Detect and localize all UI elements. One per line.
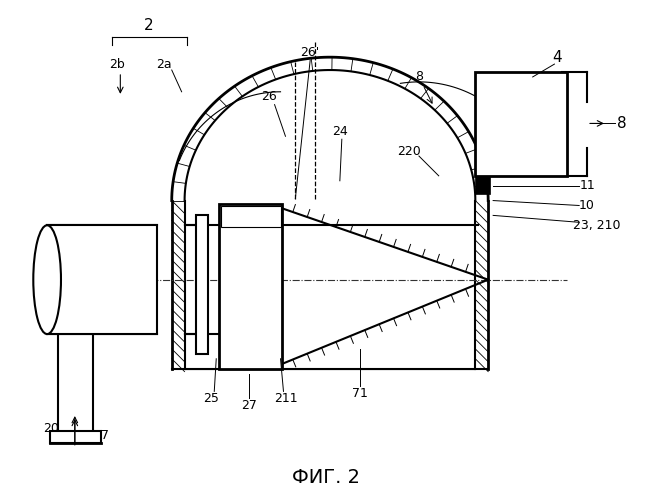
Text: 211: 211 xyxy=(274,392,297,405)
Text: 7: 7 xyxy=(101,430,110,442)
Bar xyxy=(219,204,283,368)
Text: 25: 25 xyxy=(203,392,219,405)
Text: 2: 2 xyxy=(144,18,154,33)
Text: 20: 20 xyxy=(43,422,59,434)
Bar xyxy=(475,72,567,176)
Text: 2b: 2b xyxy=(110,58,125,70)
Bar xyxy=(475,176,490,194)
Text: 23, 210: 23, 210 xyxy=(573,219,621,232)
Text: 10: 10 xyxy=(579,199,595,212)
Bar xyxy=(50,431,101,443)
Text: 4: 4 xyxy=(552,50,562,64)
Text: 27: 27 xyxy=(241,399,257,412)
Text: 2a: 2a xyxy=(156,58,172,70)
Text: 26: 26 xyxy=(261,90,276,103)
Text: 24: 24 xyxy=(332,125,348,138)
Text: 71: 71 xyxy=(352,387,368,400)
Text: ФИГ. 2: ФИГ. 2 xyxy=(292,468,360,487)
Bar xyxy=(197,216,208,354)
Text: 26': 26' xyxy=(300,46,320,59)
Text: 8: 8 xyxy=(415,70,423,84)
Bar xyxy=(221,206,281,228)
Ellipse shape xyxy=(33,226,61,334)
Text: 11: 11 xyxy=(579,179,595,192)
Bar xyxy=(47,226,157,334)
Text: 220: 220 xyxy=(397,144,421,158)
Text: 8: 8 xyxy=(617,116,626,131)
